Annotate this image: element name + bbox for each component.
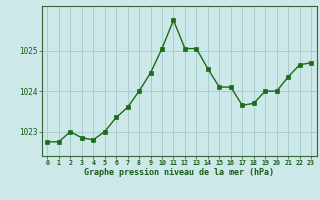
X-axis label: Graphe pression niveau de la mer (hPa): Graphe pression niveau de la mer (hPa) [84, 168, 274, 177]
